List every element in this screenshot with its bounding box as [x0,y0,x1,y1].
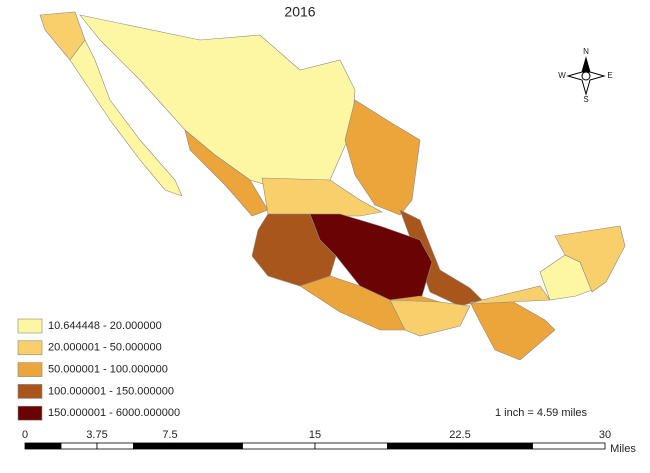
compass-center [581,71,591,81]
scale-segment [133,442,171,450]
compass: N E S W [558,47,612,104]
legend: 10.644448 - 20.000000 20.000001 - 50.0000… [17,318,180,421]
compass-w: W [558,71,566,80]
legend-label: 150.000001 - 6000.000000 [48,407,180,419]
regions [39,11,626,361]
scale-label: 3.75 [86,429,107,441]
region [554,225,626,293]
scale-bar: 0 3.75 7.5 15 22.5 30 Miles [22,429,636,455]
map-title: 2016 [284,4,315,20]
region [469,299,556,361]
scale-segment [169,442,243,450]
compass-n: N [583,47,589,56]
legend-label: 100.000001 - 150.000000 [48,385,174,397]
region [389,299,471,337]
region [344,99,421,216]
scale-segment [459,442,533,450]
region [469,285,551,305]
scale-unit: Miles [610,443,636,455]
legend-label: 50.000001 - 100.000000 [48,364,168,376]
region [69,39,183,197]
scale-segment [314,442,388,450]
scale-segment [60,442,98,450]
legend-label: 10.644448 - 20.000000 [48,320,162,332]
scale-segment [532,442,606,450]
scale-label: 0 [22,429,28,441]
scale-segment [242,442,316,450]
region [309,213,433,301]
legend-swatch [17,384,43,399]
region [399,209,483,307]
compass-needle [582,58,590,76]
scale-label: 30 [599,429,611,441]
scale-label: 7.5 [162,429,177,441]
legend-swatch [17,340,43,356]
legend-swatch [17,405,43,421]
scale-label: 22.5 [449,429,470,441]
scale-note: 1 inch = 4.59 miles [495,407,588,419]
compass-e: E [607,71,612,80]
legend-swatch [17,362,43,377]
region [184,129,269,217]
legend-swatch [17,318,43,334]
compass-s: S [583,95,588,104]
scale-label: 15 [309,429,321,441]
scale-segment [96,442,134,450]
legend-label: 20.000001 - 50.000000 [48,342,162,354]
scale-segment [24,442,62,450]
scale-segment [387,442,461,450]
